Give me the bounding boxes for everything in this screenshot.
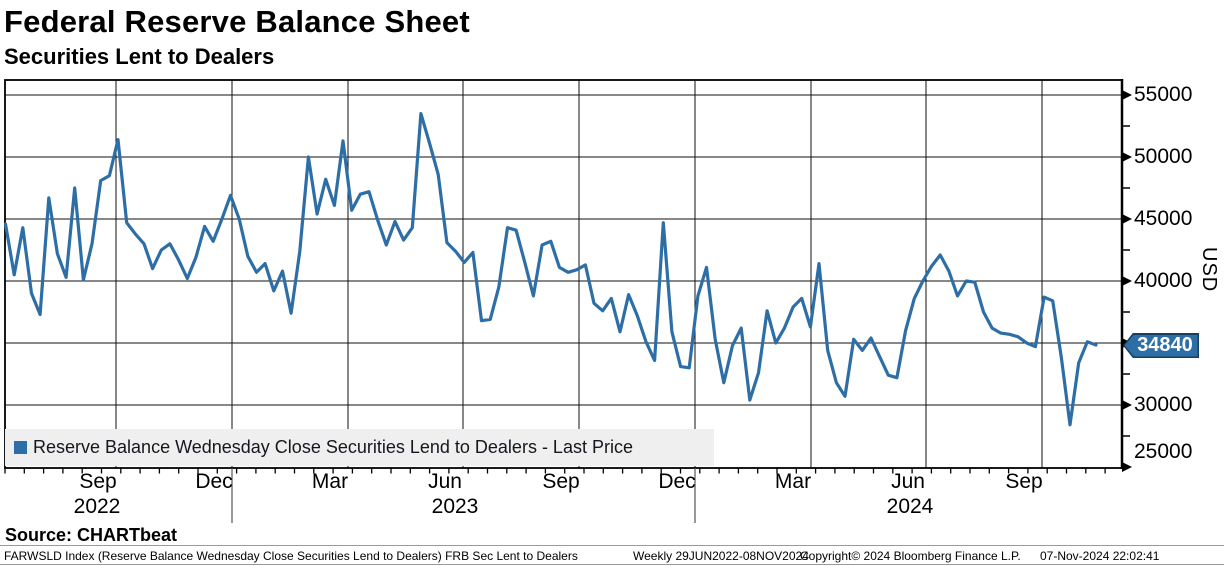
legend-swatch-icon <box>14 441 27 454</box>
x-axis-year-label: 2022 <box>73 495 121 518</box>
footer-timestamp: 07-Nov-2024 22:02:41 <box>1040 549 1160 563</box>
y-axis-tick-label: 45000 <box>1134 207 1193 230</box>
legend-label: Reserve Balance Wednesday Close Securiti… <box>33 437 633 457</box>
bottom-edge-line <box>0 564 1224 565</box>
y-axis-tick-arrow-icon <box>1122 400 1132 410</box>
x-axis-month-label: Sep <box>79 470 117 493</box>
axis-unit-label: USD <box>1198 247 1220 293</box>
footer-divider-line <box>0 545 1224 546</box>
y-axis-tick-label: 25000 <box>1134 440 1193 463</box>
y-axis-tick-label: 40000 <box>1134 269 1193 292</box>
last-price-badge-text: 34840 <box>1124 334 1198 357</box>
y-axis-tick-arrow-icon <box>1122 152 1132 162</box>
y-axis-tick-label: 55000 <box>1134 83 1193 106</box>
x-axis-month-label: Sep <box>542 470 580 493</box>
last-price-badge: 34840 <box>1123 333 1199 358</box>
x-axis-month-label: Jun <box>891 470 925 493</box>
plot-border <box>4 79 1123 469</box>
y-axis-tick-label: 50000 <box>1134 145 1193 168</box>
x-axis-year-label: 2024 <box>886 495 934 518</box>
x-axis-month-label: Dec <box>195 470 233 493</box>
x-axis-year-label: 2023 <box>431 495 479 518</box>
y-axis-tick-arrow-icon <box>1122 462 1132 472</box>
footer-copyright-note: Copyright© 2024 Bloomberg Finance L.P. <box>800 549 1021 563</box>
x-axis-month-label: Mar <box>774 470 812 493</box>
source-label: Source: CHARTbeat <box>5 525 178 545</box>
price-line <box>3 111 1098 427</box>
footer-index-note: FARWSLD Index (Reserve Balance Wednesday… <box>4 549 578 563</box>
x-axis-month-label: Mar <box>311 470 349 493</box>
page-subtitle: Securities Lent to Dealers <box>4 44 275 69</box>
y-axis-tick-arrow-icon <box>1122 90 1132 100</box>
footer-range-note: Weekly 29JUN2022-08NOV2024 <box>633 549 809 563</box>
x-axis-month-label: Dec <box>658 470 696 493</box>
y-axis-tick-arrow-icon <box>1122 276 1132 286</box>
x-axis-month-label: Sep <box>1005 470 1043 493</box>
y-axis-tick-label: 30000 <box>1134 393 1193 416</box>
legend: Reserve Balance Wednesday Close Securiti… <box>5 429 714 466</box>
x-axis-month-label: Jun <box>428 470 462 493</box>
y-axis-tick-arrow-icon <box>1122 214 1132 224</box>
page-title: Federal Reserve Balance Sheet <box>4 4 470 39</box>
